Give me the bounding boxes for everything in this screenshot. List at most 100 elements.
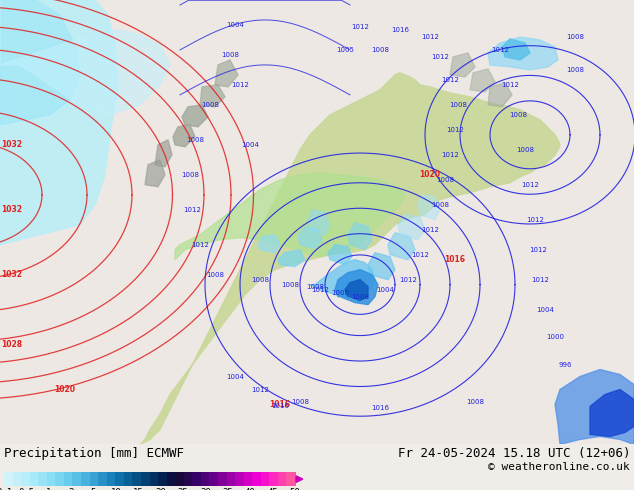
Polygon shape: [0, 0, 80, 125]
Bar: [4, 472, 13, 486]
Bar: [278, 472, 287, 486]
Bar: [209, 472, 219, 486]
Text: 1012: 1012: [421, 227, 439, 233]
Polygon shape: [345, 280, 368, 300]
Text: 996: 996: [559, 362, 572, 368]
Bar: [64, 472, 73, 486]
Text: 1005: 1005: [336, 47, 354, 53]
Polygon shape: [145, 160, 165, 187]
Text: 1016: 1016: [271, 403, 289, 410]
Polygon shape: [310, 260, 375, 296]
Text: 30: 30: [200, 488, 211, 490]
Text: 1012: 1012: [529, 246, 547, 253]
Bar: [107, 472, 116, 486]
Bar: [252, 472, 261, 486]
Polygon shape: [488, 37, 558, 70]
Bar: [21, 472, 30, 486]
Bar: [81, 472, 90, 486]
Text: 1012: 1012: [251, 387, 269, 392]
Text: 1008: 1008: [566, 34, 584, 40]
Text: 35: 35: [223, 488, 233, 490]
Bar: [175, 472, 184, 486]
Text: Precipitation [mm] ECMWF: Precipitation [mm] ECMWF: [4, 447, 184, 461]
Text: 1008: 1008: [516, 147, 534, 153]
Bar: [98, 472, 107, 486]
Text: 10: 10: [110, 488, 121, 490]
Polygon shape: [0, 0, 170, 115]
Polygon shape: [590, 390, 634, 437]
Text: 1000: 1000: [546, 334, 564, 340]
Text: 1008: 1008: [509, 112, 527, 118]
Bar: [55, 472, 65, 486]
Polygon shape: [175, 173, 405, 260]
Text: 1008: 1008: [281, 282, 299, 288]
Text: 15: 15: [133, 488, 144, 490]
Bar: [226, 472, 236, 486]
Polygon shape: [368, 253, 395, 280]
Text: 1004: 1004: [536, 307, 554, 313]
Polygon shape: [348, 223, 372, 250]
Bar: [158, 472, 167, 486]
Text: 1012: 1012: [421, 34, 439, 40]
Text: 1012: 1012: [431, 54, 449, 60]
Bar: [261, 472, 270, 486]
Text: 1008: 1008: [371, 47, 389, 53]
Text: 1012: 1012: [441, 77, 459, 83]
Bar: [150, 472, 158, 486]
Polygon shape: [328, 245, 352, 265]
Text: 50: 50: [290, 488, 301, 490]
Bar: [38, 472, 48, 486]
Text: 1012: 1012: [311, 287, 329, 293]
Text: 1008: 1008: [449, 102, 467, 108]
Bar: [192, 472, 202, 486]
Text: 1032: 1032: [1, 270, 22, 279]
Polygon shape: [278, 250, 305, 267]
Text: 1008: 1008: [221, 52, 239, 58]
Text: 1032: 1032: [1, 140, 22, 149]
Polygon shape: [140, 73, 560, 444]
Text: 20: 20: [155, 488, 166, 490]
Text: 1008: 1008: [466, 399, 484, 406]
Polygon shape: [488, 83, 512, 107]
Polygon shape: [418, 195, 440, 220]
Text: 1012: 1012: [411, 252, 429, 258]
Text: 1004: 1004: [376, 287, 394, 293]
Text: 1008: 1008: [181, 172, 199, 178]
Text: 1012: 1012: [351, 24, 369, 30]
Bar: [47, 472, 56, 486]
Text: 1016: 1016: [444, 255, 465, 264]
Text: 1008: 1008: [201, 102, 219, 108]
Text: 45: 45: [268, 488, 278, 490]
Text: 40: 40: [245, 488, 256, 490]
Bar: [218, 472, 227, 486]
Polygon shape: [308, 210, 330, 235]
Polygon shape: [182, 105, 208, 127]
Text: 1: 1: [46, 488, 51, 490]
Text: 1012: 1012: [526, 217, 544, 223]
Polygon shape: [502, 39, 530, 60]
Bar: [115, 472, 124, 486]
Polygon shape: [335, 270, 378, 305]
Text: 1012: 1012: [531, 277, 549, 283]
Text: 1012: 1012: [399, 277, 417, 283]
Text: 1008: 1008: [251, 277, 269, 283]
Bar: [133, 472, 141, 486]
Text: 1008: 1008: [306, 284, 324, 290]
Text: 0.5: 0.5: [18, 488, 34, 490]
Polygon shape: [398, 215, 425, 240]
Text: 1020: 1020: [55, 385, 75, 394]
Text: 1008: 1008: [206, 271, 224, 278]
Text: 0.1: 0.1: [0, 488, 12, 490]
Polygon shape: [555, 369, 634, 444]
Bar: [141, 472, 150, 486]
Polygon shape: [258, 235, 280, 253]
Text: 1004: 1004: [226, 373, 244, 380]
Polygon shape: [470, 69, 495, 92]
Text: 1016: 1016: [391, 27, 409, 33]
Bar: [13, 472, 22, 486]
Polygon shape: [200, 85, 225, 107]
Bar: [72, 472, 82, 486]
Text: 25: 25: [178, 488, 188, 490]
Text: 1008: 1008: [436, 177, 454, 183]
Bar: [184, 472, 193, 486]
